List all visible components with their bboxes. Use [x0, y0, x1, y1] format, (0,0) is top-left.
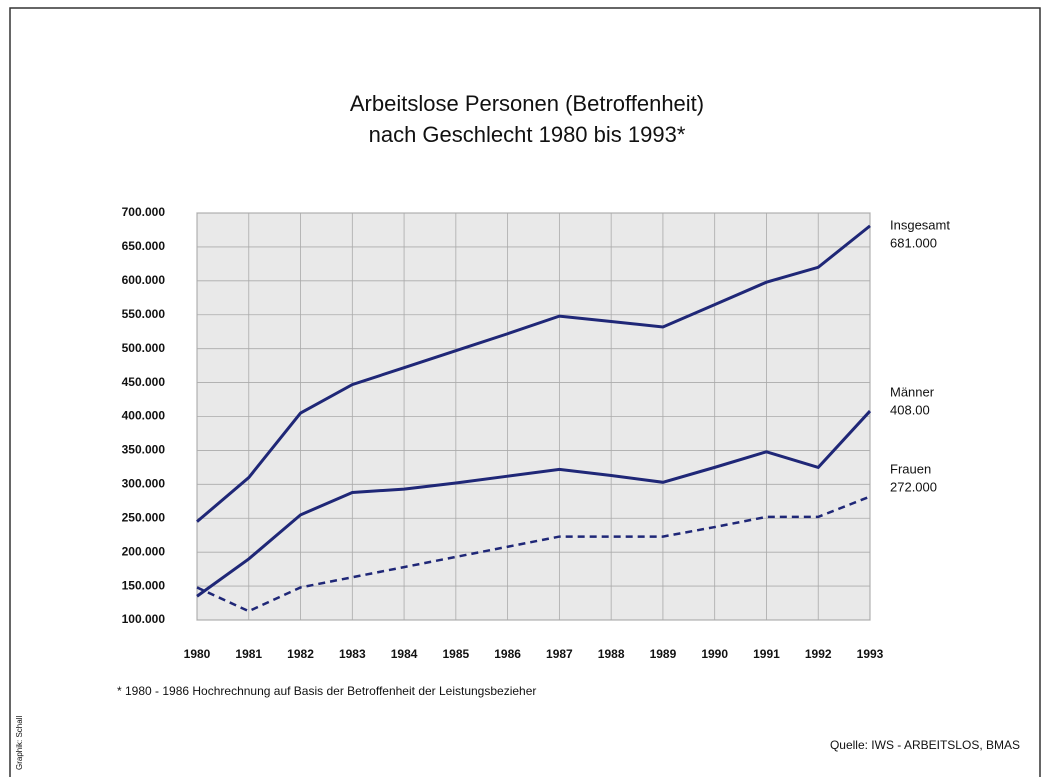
y-tick-label: 500.000 — [122, 341, 166, 355]
x-tick-label: 1993 — [857, 647, 884, 661]
y-tick-label: 300.000 — [122, 477, 166, 491]
x-tick-label: 1980 — [184, 647, 211, 661]
value-label: 681.000 — [890, 235, 937, 250]
frame — [9, 7, 1041, 777]
x-tick-label: 1984 — [391, 647, 418, 661]
series-label: Frauen — [890, 461, 931, 476]
series-line — [196, 224, 871, 523]
x-tick-label: 1981 — [235, 647, 262, 661]
y-tick-label: 100.000 — [122, 612, 166, 626]
series-line — [196, 410, 872, 598]
y-tick-label: 550.000 — [122, 307, 166, 321]
series-line — [196, 495, 871, 613]
x-tick-label: 1990 — [701, 647, 728, 661]
source: Quelle: IWS - ARBEITSLOS, BMAS — [830, 738, 1020, 752]
x-tick-label: 1988 — [598, 647, 625, 661]
y-tick-label: 200.000 — [122, 544, 166, 558]
x-tick-label: 1982 — [287, 647, 314, 661]
x-tick-label: 1986 — [494, 647, 521, 661]
y-tick-label: 600.000 — [122, 273, 166, 287]
y-tick-label: 650.000 — [122, 239, 166, 253]
x-tick-label: 1992 — [805, 647, 832, 661]
footnote: * 1980 - 1986 Hochrechnung auf Basis der… — [117, 684, 536, 698]
chart-title: Arbeitslose Personen (Betroffenheit) — [350, 91, 704, 116]
x-tick-label: 1987 — [546, 647, 573, 661]
series-label: Insgesamt — [890, 217, 950, 232]
x-tick-label: 1991 — [753, 647, 780, 661]
x-tick-label: 1985 — [442, 647, 469, 661]
credit: Graphik: Schall — [15, 716, 24, 770]
y-tick-label: 700.000 — [122, 205, 166, 219]
y-tick-label: 350.000 — [122, 443, 166, 457]
value-label: 408.00 — [890, 402, 930, 417]
series-label: Männer — [890, 384, 935, 399]
y-tick-label: 250.000 — [122, 510, 166, 524]
x-tick-label: 1989 — [650, 647, 677, 661]
y-tick-label: 450.000 — [122, 375, 166, 389]
chart-subtitle: nach Geschlecht 1980 bis 1993* — [369, 122, 686, 147]
y-tick-label: 400.000 — [122, 409, 166, 423]
x-tick-label: 1983 — [339, 647, 366, 661]
y-tick-label: 150.000 — [122, 578, 166, 592]
value-label: 272.000 — [890, 479, 937, 494]
